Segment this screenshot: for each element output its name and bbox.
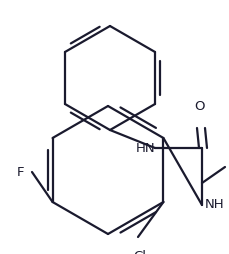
Text: NH: NH xyxy=(204,198,224,212)
Text: Cl: Cl xyxy=(133,250,146,254)
Text: HN: HN xyxy=(135,141,154,154)
Text: O: O xyxy=(194,100,204,113)
Text: F: F xyxy=(16,166,24,179)
